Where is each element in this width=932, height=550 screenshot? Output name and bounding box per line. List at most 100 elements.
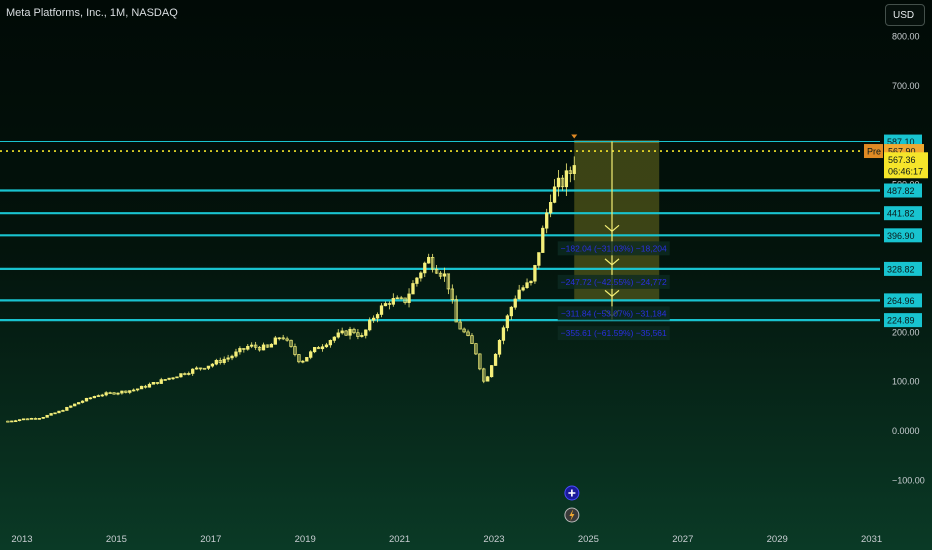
candle-body xyxy=(171,377,175,380)
candle-body xyxy=(458,321,462,330)
projection-box xyxy=(574,141,660,301)
candle-body xyxy=(281,337,285,340)
candle-body xyxy=(202,367,207,370)
candle-body xyxy=(489,365,494,378)
candle-body xyxy=(379,305,384,315)
candle-body xyxy=(222,358,226,363)
level-tag: 328.82 xyxy=(887,264,915,274)
candle-body xyxy=(454,299,458,323)
candle-body xyxy=(371,317,376,321)
candle-body xyxy=(364,329,368,336)
candle-body xyxy=(65,406,69,411)
candle-body xyxy=(375,314,380,319)
candle-body xyxy=(328,340,333,346)
candle-body xyxy=(450,288,454,301)
candle-body xyxy=(560,177,565,188)
candle-body xyxy=(61,410,65,412)
level-tag-bg xyxy=(884,183,922,198)
candle-body xyxy=(80,400,85,403)
level-tag: 396.90 xyxy=(887,231,915,241)
candle-body xyxy=(395,297,399,300)
candle-body xyxy=(462,328,466,333)
candle-body xyxy=(493,353,498,366)
candle-body xyxy=(332,336,336,341)
level-tag: 224.89 xyxy=(887,316,915,326)
candle-body xyxy=(69,405,73,408)
candle-body xyxy=(387,303,392,305)
candle-body xyxy=(29,417,34,420)
candle-body xyxy=(545,212,549,229)
candle-body xyxy=(234,351,238,357)
level-tag: 487.82 xyxy=(887,186,915,196)
candle-body xyxy=(112,392,116,395)
last-price-bg xyxy=(884,152,928,179)
candle-body xyxy=(423,262,427,274)
candle-body xyxy=(316,347,321,350)
x-tick-label: 2017 xyxy=(200,534,221,545)
candle-body xyxy=(309,351,313,358)
level-tag-bg xyxy=(884,261,922,276)
last-price-label: 567.36 xyxy=(888,155,916,165)
candle-body xyxy=(132,389,136,392)
candle-body xyxy=(312,347,317,353)
premarket-tag: Pre xyxy=(867,147,881,157)
candle-body xyxy=(537,252,541,266)
candle-body xyxy=(250,344,254,347)
candle-body xyxy=(261,344,266,351)
currency-button[interactable]: USD xyxy=(885,4,925,26)
candle-body xyxy=(45,414,49,418)
candle-body xyxy=(10,420,14,423)
candle-body xyxy=(348,328,352,336)
candle-body xyxy=(88,397,93,400)
lightning-icon xyxy=(564,507,580,523)
candle-body xyxy=(147,383,152,388)
candle-body xyxy=(478,353,482,370)
candle-body xyxy=(139,385,144,390)
candle-body xyxy=(230,355,234,359)
measure-label-bg xyxy=(557,241,670,256)
measure-arrow-head xyxy=(604,289,620,298)
alert-marker-icon xyxy=(571,134,578,139)
x-tick-label: 2013 xyxy=(11,534,32,545)
candle-body xyxy=(96,395,100,397)
candle-body xyxy=(277,337,281,340)
candle-body xyxy=(167,377,171,380)
y-tick-label: 100.00 xyxy=(892,377,920,387)
candle-body xyxy=(344,330,348,336)
candle-body xyxy=(470,335,474,344)
candle-body xyxy=(57,410,61,414)
candle-body xyxy=(415,277,419,284)
level-tag-bg xyxy=(884,228,922,243)
candle-body xyxy=(556,177,561,188)
candle-body xyxy=(194,367,199,370)
candle-body xyxy=(163,379,167,381)
candle-body xyxy=(242,348,246,350)
candle-body xyxy=(356,332,360,337)
level-tag-bg xyxy=(884,313,922,328)
candle-body xyxy=(446,273,451,290)
candle-body xyxy=(285,338,289,341)
x-tick-label: 2021 xyxy=(389,534,410,545)
measure-label-bg xyxy=(557,274,670,289)
candle-body xyxy=(568,170,572,174)
candle-body xyxy=(427,256,431,264)
x-tick-label: 2023 xyxy=(483,534,504,545)
candle-body xyxy=(183,373,187,375)
candle-body xyxy=(430,256,435,270)
top-level-tag: 587.10 xyxy=(887,137,915,147)
candle-body xyxy=(407,293,411,303)
candle-body xyxy=(297,354,301,363)
candle-body xyxy=(466,331,470,337)
candle-body xyxy=(269,343,274,348)
candle-body xyxy=(505,315,510,329)
y-tick-label: 0.0000 xyxy=(892,426,920,436)
candle-body xyxy=(151,381,156,385)
candle-body xyxy=(76,402,81,405)
candle-body xyxy=(541,227,545,253)
candle-body xyxy=(324,344,329,348)
candle-body xyxy=(301,360,305,363)
candle-body xyxy=(509,306,513,317)
candle-body xyxy=(218,359,222,363)
candle-body xyxy=(100,394,104,397)
